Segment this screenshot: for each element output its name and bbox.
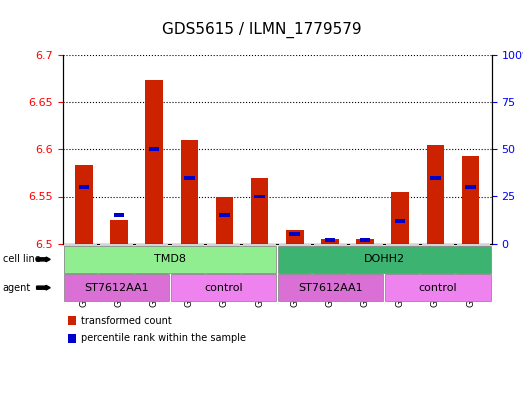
Bar [180, 140, 198, 244]
Text: agent: agent [3, 283, 31, 293]
Bar [356, 239, 374, 244]
Bar [219, 213, 230, 217]
Bar [149, 147, 160, 151]
Bar [321, 239, 339, 244]
Text: control: control [419, 283, 457, 293]
Bar [254, 195, 265, 198]
Text: GDS5615 / ILMN_1779579: GDS5615 / ILMN_1779579 [162, 22, 361, 38]
Bar [145, 81, 163, 244]
Bar [251, 178, 268, 244]
Bar [78, 185, 89, 189]
Bar [462, 156, 479, 244]
Text: TMD8: TMD8 [154, 254, 186, 264]
Text: DOHH2: DOHH2 [364, 254, 405, 264]
Bar [465, 185, 476, 189]
Bar [427, 145, 444, 244]
Text: cell line: cell line [3, 254, 40, 264]
Text: control: control [204, 283, 243, 293]
Bar [360, 238, 370, 242]
Text: transformed count: transformed count [81, 316, 172, 325]
Text: percentile rank within the sample: percentile rank within the sample [81, 333, 246, 343]
Bar [113, 213, 124, 217]
Bar [391, 192, 409, 244]
Bar [395, 219, 405, 223]
Text: ST7612AA1: ST7612AA1 [84, 283, 149, 293]
Bar [215, 196, 233, 244]
Bar [110, 220, 128, 244]
Bar [75, 165, 93, 244]
Bar [430, 176, 441, 180]
Bar [286, 230, 303, 244]
Bar [290, 232, 300, 236]
Bar [325, 238, 335, 242]
Bar [184, 176, 195, 180]
Text: ST7612AA1: ST7612AA1 [299, 283, 363, 293]
